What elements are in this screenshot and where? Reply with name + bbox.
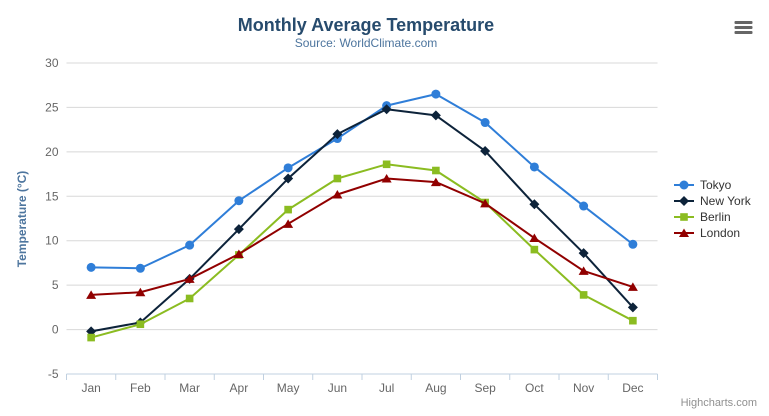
data-point[interactable] bbox=[185, 240, 195, 250]
x-tick-label: Oct bbox=[525, 381, 544, 395]
hamburger-bar bbox=[734, 31, 753, 34]
data-point[interactable] bbox=[529, 162, 539, 172]
chart-subtitle: Source: WorldClimate.com bbox=[295, 36, 438, 50]
data-point[interactable] bbox=[233, 249, 244, 259]
y-tick-label: 15 bbox=[45, 189, 59, 203]
legend-item-label: Berlin bbox=[700, 210, 731, 224]
data-point[interactable] bbox=[332, 129, 343, 140]
data-point[interactable] bbox=[578, 266, 589, 275]
x-tick-label: Apr bbox=[230, 381, 249, 395]
legend-item-label: London bbox=[700, 226, 740, 240]
data-point[interactable] bbox=[529, 199, 540, 210]
series-layer bbox=[86, 89, 638, 342]
data-point[interactable] bbox=[135, 287, 146, 297]
data-point[interactable] bbox=[382, 160, 391, 169]
series-line[interactable] bbox=[90, 177, 634, 296]
data-point[interactable] bbox=[86, 290, 97, 299]
x-tick-label: Jul bbox=[379, 381, 394, 395]
data-point[interactable] bbox=[284, 205, 292, 214]
series-line[interactable] bbox=[90, 108, 634, 333]
data-point[interactable] bbox=[480, 145, 491, 156]
data-point[interactable] bbox=[333, 174, 342, 183]
x-tick-label: Dec bbox=[622, 381, 643, 395]
data-point[interactable] bbox=[431, 89, 441, 99]
data-point[interactable] bbox=[185, 294, 194, 303]
data-point[interactable] bbox=[381, 104, 392, 115]
data-point[interactable] bbox=[430, 110, 441, 121]
y-tick-label: 25 bbox=[45, 100, 59, 114]
x-tick-label: Aug bbox=[425, 381, 446, 395]
x-tick-label: Nov bbox=[573, 381, 594, 395]
x-tick-label: May bbox=[277, 381, 300, 395]
legend-marker[interactable] bbox=[679, 228, 689, 238]
x-tick-label: Feb bbox=[130, 381, 151, 395]
data-point[interactable] bbox=[579, 291, 588, 299]
x-axis: Jan Feb Mar Apr May Jun Jul Aug Sep Oct Nov Dec bbox=[66, 373, 658, 395]
data-point[interactable] bbox=[283, 163, 293, 173]
data-point[interactable] bbox=[136, 320, 145, 329]
data-point[interactable] bbox=[87, 333, 95, 342]
y-tick-label: -5 bbox=[48, 367, 59, 381]
y-tick-label: 30 bbox=[45, 56, 59, 70]
legend-item-berlin[interactable]: Berlin bbox=[674, 210, 731, 224]
legend: Tokyo New York Berlin London bbox=[674, 178, 752, 240]
data-point[interactable] bbox=[579, 201, 589, 211]
x-tick-label: Jan bbox=[81, 381, 100, 395]
data-point[interactable] bbox=[430, 177, 441, 187]
legend-marker[interactable] bbox=[680, 213, 688, 221]
data-point[interactable] bbox=[629, 316, 637, 325]
data-point[interactable] bbox=[283, 173, 294, 184]
y-tick-label: 10 bbox=[45, 234, 59, 248]
data-point[interactable] bbox=[627, 282, 638, 291]
data-point[interactable] bbox=[332, 190, 343, 199]
grid-layer: -5 0 5 10 15 20 25 30 bbox=[45, 56, 658, 381]
data-point[interactable] bbox=[184, 274, 195, 283]
data-point[interactable] bbox=[628, 239, 638, 249]
y-axis-title: Temperature (°C) bbox=[15, 171, 29, 268]
series-tokyo[interactable] bbox=[86, 89, 638, 273]
data-point[interactable] bbox=[86, 262, 96, 272]
credits-link[interactable]: Highcharts.com bbox=[681, 397, 757, 409]
data-point[interactable] bbox=[381, 174, 392, 183]
y-tick-label: 5 bbox=[52, 278, 59, 292]
legend-item-label: Tokyo bbox=[700, 178, 732, 192]
data-point[interactable] bbox=[480, 198, 491, 208]
series-london[interactable] bbox=[86, 174, 638, 299]
data-point[interactable] bbox=[530, 245, 539, 254]
data-point[interactable] bbox=[432, 166, 440, 175]
data-point[interactable] bbox=[135, 263, 145, 273]
data-point[interactable] bbox=[627, 302, 638, 313]
x-tick-label: Sep bbox=[474, 381, 496, 395]
hamburger-bar bbox=[734, 21, 753, 24]
y-tick-label: 20 bbox=[45, 145, 59, 159]
data-point[interactable] bbox=[234, 196, 244, 206]
data-point[interactable] bbox=[578, 248, 589, 259]
y-tick-label: 0 bbox=[52, 323, 59, 337]
legend-marker[interactable] bbox=[679, 180, 689, 190]
x-tick-label: Mar bbox=[179, 381, 200, 395]
hamburger-icon bbox=[734, 21, 753, 34]
legend-item-tokyo[interactable]: Tokyo bbox=[674, 178, 732, 192]
x-tick-label: Jun bbox=[328, 381, 347, 395]
data-point[interactable] bbox=[480, 118, 490, 128]
data-point[interactable] bbox=[233, 224, 244, 235]
context-menu-button[interactable] bbox=[728, 14, 760, 40]
hamburger-bar bbox=[734, 26, 753, 29]
legend-marker[interactable] bbox=[679, 196, 689, 206]
chart-title: Monthly Average Temperature bbox=[238, 15, 494, 35]
series-line[interactable] bbox=[90, 93, 634, 270]
legend-item-label: New York bbox=[700, 194, 752, 208]
series-new-york[interactable] bbox=[86, 104, 638, 337]
legend-item-new-york[interactable]: New York bbox=[674, 194, 752, 208]
data-point[interactable] bbox=[529, 233, 540, 243]
series-line[interactable] bbox=[90, 163, 634, 339]
legend-item-london[interactable]: London bbox=[674, 226, 740, 240]
data-point[interactable] bbox=[283, 219, 294, 228]
